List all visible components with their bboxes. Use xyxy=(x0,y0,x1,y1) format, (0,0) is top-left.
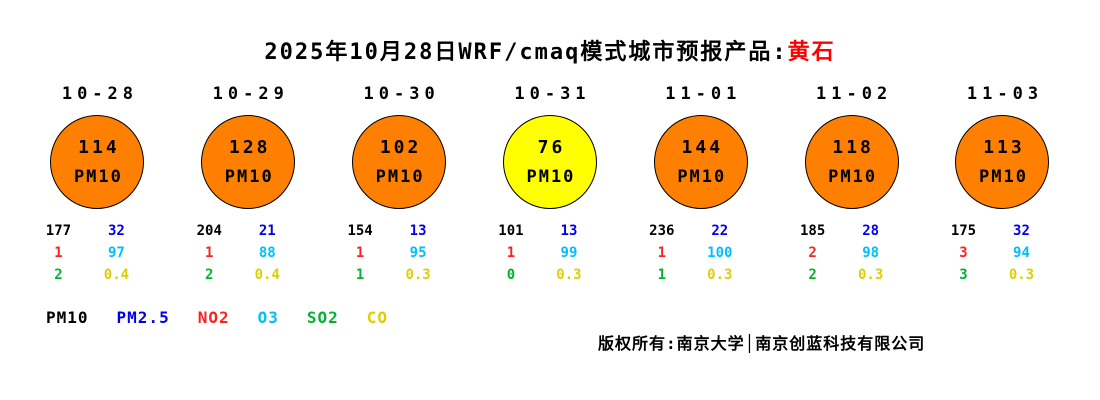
pollutant-values: 236 22 1 100 1 0.3 xyxy=(633,223,749,283)
o3-value: 88 xyxy=(258,245,276,261)
date-label: 11-01 xyxy=(665,84,742,104)
date-label: 10-31 xyxy=(514,84,591,104)
date-label: 10-29 xyxy=(212,84,289,104)
so2-value: 1 xyxy=(657,267,667,283)
co-value: 0.3 xyxy=(707,267,733,283)
pm25-value: 22 xyxy=(711,223,729,239)
circle-value: 128 xyxy=(229,137,271,158)
pm10-value: 175 xyxy=(950,223,977,239)
city-name: 黄石 xyxy=(787,40,836,65)
so2-value: 2 xyxy=(54,267,63,283)
pm10-value: 236 xyxy=(649,223,675,239)
forecast-columns: 10-28 114 PM10 177 32 1 97 2 0.4 10-29 1… xyxy=(22,84,1078,283)
so2-value: 1 xyxy=(355,267,365,283)
co-value: 0.3 xyxy=(1008,267,1035,283)
legend-pm10: PM10 xyxy=(46,308,89,327)
no2-value: 3 xyxy=(959,245,968,261)
circle-pollutant-label: PM10 xyxy=(224,167,274,187)
no2-value: 1 xyxy=(54,245,63,261)
co-value: 0.3 xyxy=(556,267,582,283)
pollutant-values: 101 13 1 99 0 0.3 xyxy=(482,223,598,283)
pm10-value: 185 xyxy=(799,223,826,239)
aqi-circle: 114 PM10 xyxy=(50,115,145,209)
pm25-value: 28 xyxy=(862,223,880,239)
so2-value: 2 xyxy=(808,267,817,283)
co-value: 0.3 xyxy=(405,267,431,283)
co-value: 0.3 xyxy=(857,267,884,283)
pm10-value: 204 xyxy=(196,223,222,239)
aqi-circle: 102 PM10 xyxy=(352,115,447,209)
circle-pollutant-label: PM10 xyxy=(979,167,1028,187)
circle-pollutant-label: PM10 xyxy=(73,167,123,187)
pollutant-values: 175 32 3 94 3 0.3 xyxy=(934,223,1050,283)
no2-value: 1 xyxy=(355,245,365,261)
date-label: 10-30 xyxy=(363,84,440,104)
circle-pollutant-label: PM10 xyxy=(526,167,576,187)
pm25-value: 32 xyxy=(107,223,125,239)
o3-value: 99 xyxy=(560,245,578,261)
circle-pollutant-label: PM10 xyxy=(677,167,727,187)
circle-value: 76 xyxy=(537,137,566,158)
o3-value: 100 xyxy=(707,245,733,261)
forecast-column: 11-01 144 PM10 236 22 1 100 1 0.3 xyxy=(625,84,776,283)
no2-value: 1 xyxy=(205,245,214,261)
circle-pollutant-label: PM10 xyxy=(375,167,425,187)
forecast-column: 10-31 76 PM10 101 13 1 99 0 0.3 xyxy=(475,84,626,283)
o3-value: 94 xyxy=(1013,245,1030,261)
circle-value: 144 xyxy=(681,137,724,158)
forecast-column: 11-02 118 PM10 185 28 2 98 2 0.3 xyxy=(776,84,927,283)
circle-value: 102 xyxy=(379,137,422,158)
page-title: 2025年10月28日WRF/cmaq模式城市预报产品:黄石 xyxy=(0,34,1100,66)
legend-no2: NO2 xyxy=(197,308,230,327)
forecast-column: 10-29 128 PM10 204 21 1 88 2 0.4 xyxy=(173,84,324,283)
pm25-value: 21 xyxy=(258,223,276,239)
aqi-circle: 144 PM10 xyxy=(653,115,748,209)
circle-value: 118 xyxy=(832,137,874,158)
title-text: 2025年10月28日WRF/cmaq模式城市预报产品: xyxy=(264,40,788,65)
pm25-value: 32 xyxy=(1013,223,1030,239)
legend-co: CO xyxy=(366,308,389,327)
pm10-value: 177 xyxy=(45,223,72,239)
legend-pm25: PM2.5 xyxy=(116,308,170,327)
forecast-column: 10-30 102 PM10 154 13 1 95 1 0.3 xyxy=(324,84,475,283)
o3-value: 98 xyxy=(862,245,880,261)
pollutant-values: 185 28 2 98 2 0.3 xyxy=(784,223,900,283)
no2-value: 1 xyxy=(657,245,667,261)
legend: PM10 PM2.5 NO2 O3 SO2 CO xyxy=(46,308,388,327)
pm25-value: 13 xyxy=(560,223,578,239)
aqi-circle: 118 PM10 xyxy=(804,115,899,209)
pm25-value: 13 xyxy=(409,223,427,239)
pm10-value: 101 xyxy=(498,223,524,239)
forecast-column: 11-03 113 PM10 175 32 3 94 3 0.3 xyxy=(927,84,1078,283)
date-label: 10-28 xyxy=(61,84,139,104)
circle-value: 113 xyxy=(983,137,1025,158)
so2-value: 2 xyxy=(205,267,214,283)
legend-so2: SO2 xyxy=(306,308,339,327)
date-label: 11-03 xyxy=(966,84,1044,104)
no2-value: 2 xyxy=(808,245,817,261)
legend-o3: O3 xyxy=(257,308,279,327)
pollutant-values: 177 32 1 97 2 0.4 xyxy=(29,223,145,283)
circle-pollutant-label: PM10 xyxy=(828,167,878,187)
co-value: 0.4 xyxy=(254,267,280,283)
date-label: 11-02 xyxy=(816,84,893,104)
circle-value: 114 xyxy=(78,137,120,158)
o3-value: 95 xyxy=(409,245,427,261)
co-value: 0.4 xyxy=(103,267,130,283)
so2-value: 3 xyxy=(959,267,968,283)
o3-value: 97 xyxy=(107,245,125,261)
pollutant-values: 154 13 1 95 1 0.3 xyxy=(331,223,447,283)
copyright-notice: 版权所有:南京大学│南京创蓝科技有限公司 xyxy=(598,334,926,353)
aqi-circle: 76 PM10 xyxy=(502,115,597,209)
forecast-column: 10-28 114 PM10 177 32 1 97 2 0.4 xyxy=(22,84,173,283)
no2-value: 1 xyxy=(506,245,516,261)
so2-value: 0 xyxy=(506,267,516,283)
aqi-circle: 113 PM10 xyxy=(955,115,1050,209)
pollutant-values: 204 21 1 88 2 0.4 xyxy=(180,223,296,283)
aqi-circle: 128 PM10 xyxy=(201,115,296,209)
pm10-value: 154 xyxy=(347,223,373,239)
